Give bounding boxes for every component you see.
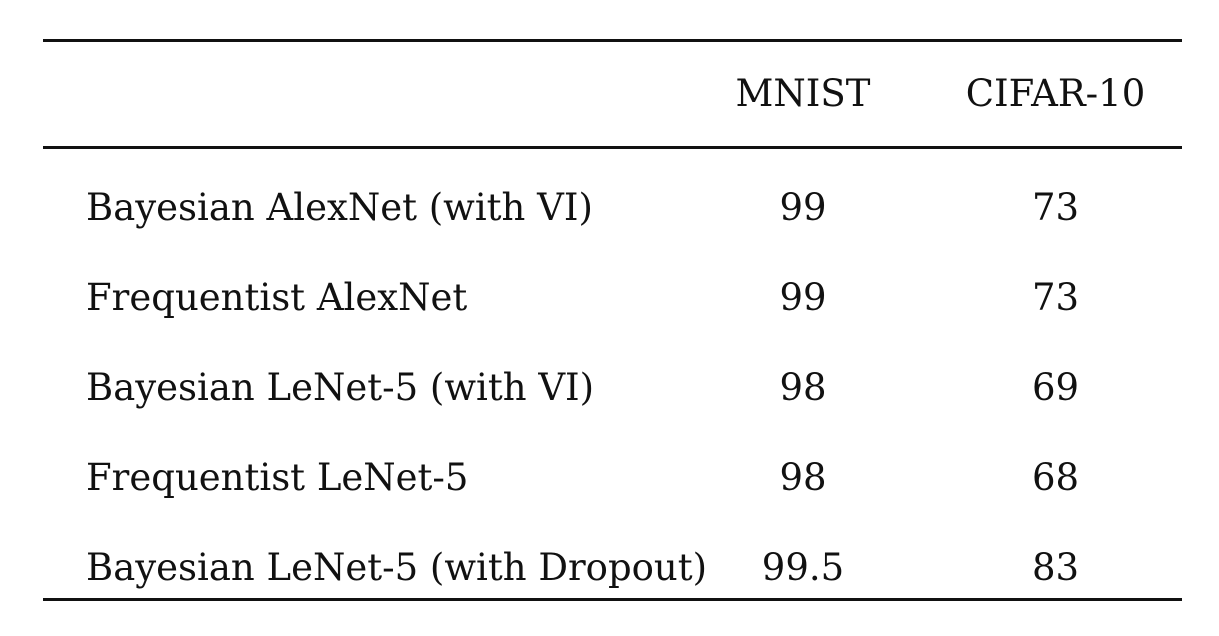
- table-row: Bayesian LeNet-5 (with Dropout) 99.5 83: [43, 538, 1182, 598]
- mnist-value: 98: [779, 456, 827, 499]
- header-cifar10: CIFAR-10: [965, 72, 1146, 115]
- table-body: Bayesian AlexNet (with VI) 99 73 Frequen…: [43, 149, 1182, 598]
- model-name: Bayesian AlexNet (with VI): [86, 186, 593, 229]
- cifar10-value: 69: [1031, 366, 1080, 409]
- cifar10-value: 73: [1031, 276, 1080, 319]
- cifar10-value: 83: [1031, 546, 1080, 589]
- mnist-value: 98: [779, 366, 827, 409]
- mnist-value: 99.5: [761, 546, 845, 589]
- model-name: Frequentist AlexNet: [86, 276, 468, 319]
- cifar10-value: 73: [1031, 186, 1080, 229]
- mnist-value: 99: [779, 186, 827, 229]
- mid-rule: [43, 146, 1182, 149]
- bottom-rule: [43, 598, 1182, 601]
- top-rule: [43, 39, 1182, 42]
- cifar10-value: 68: [1031, 456, 1080, 499]
- mnist-value: 99: [779, 276, 827, 319]
- model-name: Frequentist LeNet-5: [86, 456, 469, 499]
- table-header-row: MNIST CIFAR-10: [43, 42, 1182, 146]
- model-name: Bayesian LeNet-5 (with Dropout): [86, 546, 708, 589]
- table-row: Bayesian AlexNet (with VI) 99 73: [43, 178, 1182, 238]
- results-table: MNIST CIFAR-10 Bayesian AlexNet (with VI…: [43, 39, 1182, 601]
- header-mnist: MNIST: [735, 72, 871, 115]
- table-row: Frequentist AlexNet 99 73: [43, 268, 1182, 328]
- model-name: Bayesian LeNet-5 (with VI): [86, 366, 595, 409]
- table-row: Bayesian LeNet-5 (with VI) 98 69: [43, 358, 1182, 418]
- table-row: Frequentist LeNet-5 98 68: [43, 448, 1182, 508]
